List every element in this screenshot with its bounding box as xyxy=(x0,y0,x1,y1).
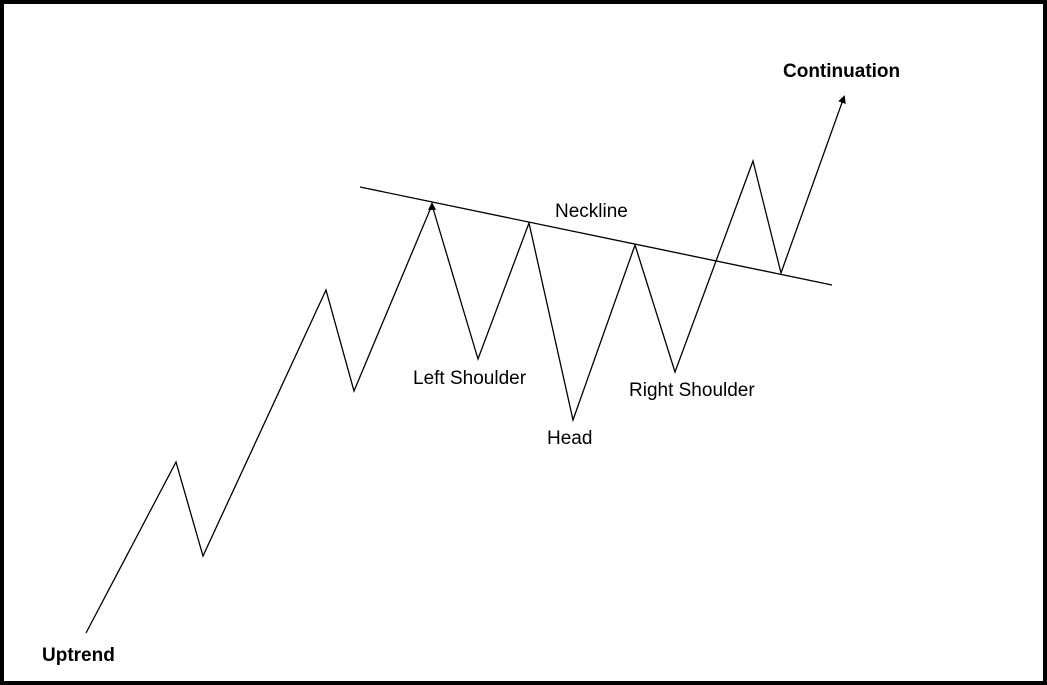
right-shoulder-label: Right Shoulder xyxy=(629,380,755,401)
head-label: Head xyxy=(547,428,593,449)
continuation-label: Continuation xyxy=(783,61,901,82)
left-shoulder-label: Left Shoulder xyxy=(413,368,527,389)
uptrend-label: Uptrend xyxy=(42,645,115,666)
neckline-line xyxy=(359,186,833,286)
diagram-canvas xyxy=(85,95,846,634)
price-path xyxy=(85,95,846,634)
left-shoulder-peak-arrow-icon xyxy=(428,202,436,210)
neckline-label: Neckline xyxy=(555,201,628,222)
